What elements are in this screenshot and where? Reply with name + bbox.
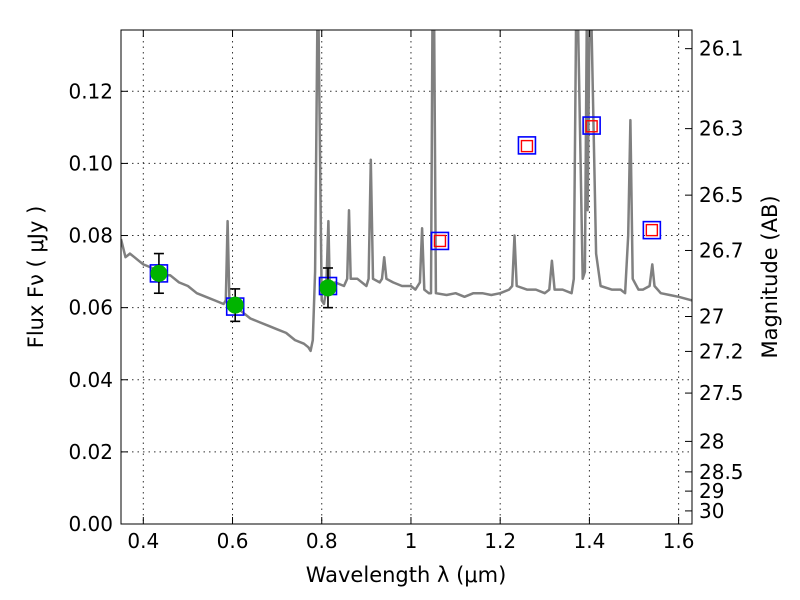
y-tick-label: 0.10 — [68, 151, 113, 175]
y-right-tick-label: 30 — [699, 499, 724, 523]
plot-area — [121, 30, 692, 353]
observed-flux-point — [150, 264, 168, 282]
x-tick-label: 1.4 — [573, 529, 605, 553]
y-axis-label: Flux Fν ( μJy ) — [24, 206, 48, 349]
y-tick-label: 0.04 — [68, 368, 113, 392]
x-axis-label: Wavelength λ (μm) — [306, 563, 507, 587]
predicted-flux-square — [520, 139, 534, 153]
model-flux-square — [582, 116, 601, 135]
y-tick-label: 0.12 — [68, 79, 113, 103]
predicted-flux-square — [433, 234, 447, 248]
predicted-flux-square — [585, 120, 598, 133]
y-right-tick-label: 26.5 — [699, 183, 744, 207]
y-right-tick-label: 27.5 — [699, 381, 744, 405]
y-right-tick-label: 28.5 — [699, 460, 744, 484]
model-flux-square — [642, 220, 662, 240]
y-tick-label: 0.00 — [68, 512, 113, 536]
predicted-flux-square — [645, 223, 659, 237]
y-right-tick-label: 26.1 — [699, 37, 744, 61]
x-tick-label: 1 — [405, 529, 418, 553]
x-tick-label: 0.8 — [306, 529, 338, 553]
axis-ticks — [121, 30, 692, 525]
grid — [121, 30, 692, 525]
observed-flux-point — [319, 279, 337, 297]
y-tick-label: 0.06 — [68, 296, 113, 320]
spectrum-line — [121, 30, 692, 353]
model-flux-square — [517, 136, 537, 155]
y-right-tick-label: 28 — [699, 429, 724, 453]
y-right-tick-label: 27.2 — [699, 339, 744, 363]
y-tick-label: 0.02 — [68, 440, 113, 464]
observed-flux-point — [226, 296, 244, 314]
y-tick-label: 0.08 — [68, 224, 113, 248]
x-tick-label: 0.6 — [217, 529, 249, 553]
x-tick-label: 1.6 — [663, 529, 695, 553]
y-right-tick-label: 27 — [699, 305, 724, 329]
x-tick-label: 0.4 — [127, 529, 159, 553]
x-tick-label: 1.2 — [484, 529, 516, 553]
y-right-tick-label: 26.7 — [699, 238, 744, 262]
y-right-tick-label: 26.3 — [699, 117, 744, 141]
model-flux-square — [430, 231, 450, 251]
y-right-tick-label: 29 — [699, 479, 724, 503]
plot-frame — [120, 29, 693, 525]
y-right-axis-label: Magnitude (AB) — [758, 195, 782, 358]
